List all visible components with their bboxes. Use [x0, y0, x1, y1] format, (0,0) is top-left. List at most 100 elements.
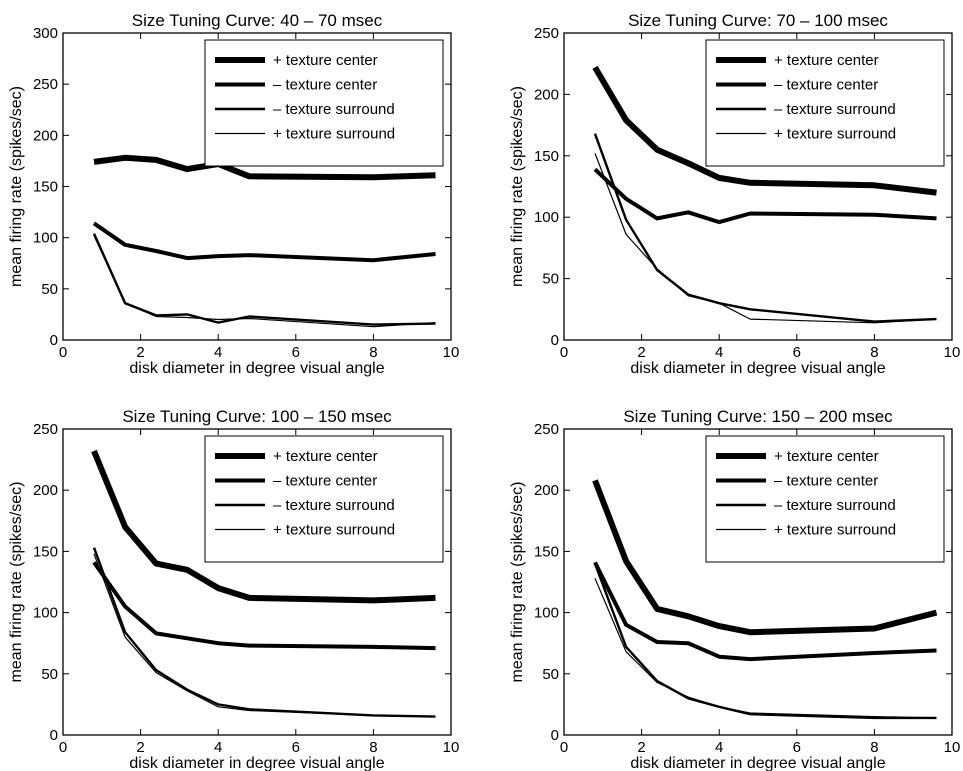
x-axis-label: disk diameter in degree visual angle: [630, 360, 885, 377]
y-tick-label: 100: [534, 209, 559, 226]
x-tick-label: 10: [944, 739, 961, 756]
x-tick-label: 4: [715, 739, 723, 756]
x-axis-label: disk diameter in degree visual angle: [129, 755, 384, 771]
series-line-1: [93, 154, 436, 181]
series-line-1: [592, 65, 937, 196]
legend: + texture center – texture center – textur…: [204, 39, 444, 167]
y-tick-label: 100: [33, 605, 58, 622]
x-tick-label: 4: [715, 344, 723, 361]
y-tick-label: 150: [534, 148, 559, 165]
y-tick-label: 50: [542, 666, 559, 683]
y-tick-label: 0: [50, 332, 58, 349]
series-line-1: [91, 449, 436, 604]
y-tick-label: 250: [33, 421, 58, 438]
x-tick-label: 0: [560, 344, 568, 361]
legend: + texture center – texture center – textur…: [705, 435, 945, 563]
y-tick-label: 50: [41, 666, 58, 683]
x-tick-label: 4: [214, 344, 222, 361]
legend-label-3: – texture surround: [273, 497, 395, 514]
series-line-4: [594, 578, 937, 719]
x-tick-label: 0: [59, 344, 67, 361]
legend-label-1: + texture center: [774, 448, 879, 465]
x-axis-label: disk diameter in degree visual angle: [630, 755, 885, 771]
plot-frame: [62, 428, 452, 736]
legend-label-4: + texture surround: [273, 126, 395, 143]
y-tick-label: 200: [33, 127, 58, 144]
x-tick-label: 2: [136, 739, 144, 756]
series-line-3: [92, 547, 436, 718]
y-axis-label: mean firing rate (spikes/sec): [509, 86, 526, 287]
y-tick-label: 150: [33, 179, 58, 196]
series-line-2: [593, 167, 937, 225]
plot-frame: [563, 32, 953, 341]
y-tick-label: 50: [41, 281, 58, 298]
legend-label-3: – texture surround: [774, 497, 896, 514]
y-tick-label: 100: [33, 230, 58, 247]
series-line-1: [592, 479, 938, 636]
y-tick-label: 0: [551, 332, 559, 349]
y-tick-label: 150: [33, 543, 58, 560]
series-line-2: [92, 221, 436, 263]
y-tick-label: 200: [534, 86, 559, 103]
legend-label-2: – texture center: [273, 473, 377, 490]
x-tick-label: 6: [292, 344, 300, 361]
x-tick-label: 2: [637, 739, 645, 756]
y-tick-label: 100: [534, 605, 559, 622]
legend-label-4: + texture surround: [774, 522, 896, 539]
x-tick-label: 0: [59, 739, 67, 756]
y-tick-label: 300: [33, 25, 58, 42]
chart-title: Size Tuning Curve: 150 – 200 msec: [623, 407, 893, 426]
x-tick-label: 2: [637, 344, 645, 361]
x-tick-label: 10: [443, 344, 460, 361]
series-line-2: [92, 561, 436, 651]
x-tick-label: 8: [369, 344, 377, 361]
x-tick-label: 10: [443, 739, 460, 756]
legend-label-1: + texture center: [273, 448, 378, 465]
y-tick-label: 250: [534, 421, 559, 438]
y-tick-label: 0: [50, 727, 58, 744]
legend-label-2: – texture center: [774, 77, 878, 94]
x-tick-label: 8: [870, 344, 878, 361]
legend-label-4: + texture surround: [774, 126, 896, 143]
chart-title: Size Tuning Curve: 40 – 70 msec: [132, 11, 383, 30]
x-tick-label: 2: [136, 344, 144, 361]
legend-label-4: + texture surround: [273, 522, 395, 539]
x-tick-label: 0: [560, 739, 568, 756]
chart-title: Size Tuning Curve: 100 – 150 msec: [122, 407, 392, 426]
legend: + texture center – texture center – textur…: [204, 435, 444, 563]
y-tick-label: 0: [551, 727, 559, 744]
x-axis-label: disk diameter in degree visual angle: [129, 360, 384, 377]
legend-label-2: – texture center: [774, 473, 878, 490]
x-tick-label: 8: [870, 739, 878, 756]
legend-label-2: – texture center: [273, 77, 377, 94]
y-axis-label: mean firing rate (spikes/sec): [509, 482, 526, 683]
x-tick-label: 6: [292, 739, 300, 756]
legend-label-1: + texture center: [774, 52, 879, 69]
legend-label-1: + texture center: [273, 52, 378, 69]
y-axis-label: mean firing rate (spikes/sec): [8, 482, 25, 683]
x-tick-label: 4: [214, 739, 222, 756]
y-tick-label: 200: [534, 482, 559, 499]
chart-title: Size Tuning Curve: 70 – 100 msec: [628, 11, 888, 30]
series-line-4: [594, 153, 937, 324]
x-tick-label: 10: [944, 344, 961, 361]
y-tick-label: 250: [33, 76, 58, 93]
y-tick-label: 50: [542, 271, 559, 288]
legend-label-3: – texture surround: [774, 101, 896, 118]
series-line-4: [93, 235, 436, 328]
series-line-4: [93, 553, 436, 718]
x-tick-label: 8: [369, 739, 377, 756]
series-line-2: [593, 561, 937, 662]
plot-frame: [563, 428, 953, 736]
y-tick-label: 200: [33, 482, 58, 499]
y-tick-label: 150: [534, 543, 559, 560]
legend: + texture center – texture center – textur…: [705, 39, 945, 167]
y-axis-label: mean firing rate (spikes/sec): [8, 86, 25, 287]
x-tick-label: 6: [793, 344, 801, 361]
y-tick-label: 250: [534, 25, 559, 42]
